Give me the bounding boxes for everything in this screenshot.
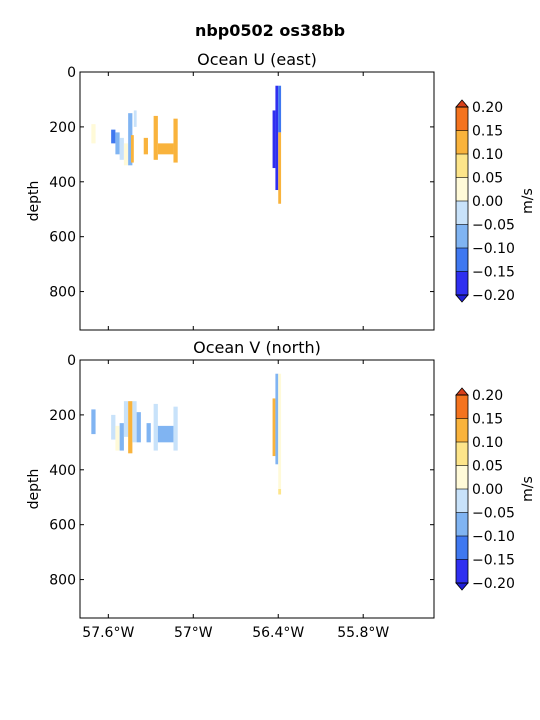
plot-area (80, 72, 434, 330)
colorbar-tick-label: 0.05 (472, 459, 503, 475)
colorbar-tick-label: 0.00 (472, 194, 503, 210)
heatmap-cell (278, 132, 282, 204)
heatmap-cell (91, 124, 96, 144)
heatmap-cell (272, 110, 276, 169)
y-axis-label: depth (26, 469, 42, 510)
heatmap-cell (272, 398, 276, 457)
colorbar-segment (456, 107, 468, 131)
colorbar-segment (456, 418, 468, 442)
colorbar-tick-label: −0.10 (472, 241, 515, 257)
colorbar-segment (456, 512, 468, 536)
colorbar-extend-max (455, 99, 469, 108)
heatmap-cell (157, 425, 174, 443)
heatmap-cell (278, 489, 282, 495)
y-tick-label: 600 (49, 230, 76, 246)
heatmap-cell (143, 137, 148, 155)
colorbar-tick-label: 0.20 (472, 100, 503, 116)
heatmap-cell (173, 118, 178, 163)
y-tick-label: 400 (49, 463, 76, 479)
colorbar-tick-label: −0.20 (472, 288, 515, 304)
heatmap-cell (153, 403, 158, 451)
colorbar-tick-label: 0.05 (472, 171, 503, 187)
y-tick-label: 0 (67, 353, 76, 369)
heatmap-cell (132, 401, 137, 443)
colorbar-segment (456, 177, 468, 201)
heatmap-cell (123, 143, 129, 166)
plot-title: Ocean U (east) (197, 50, 317, 69)
colorbar-segment (456, 489, 468, 513)
colorbar-tick-label: −0.20 (472, 576, 515, 592)
panel-ocean-v: Ocean V (north) 0 200 400 600 800 57.6°W 57°W 56… (26, 338, 536, 641)
heatmap-cell (146, 423, 151, 443)
colorbar-tick-label: 0.15 (472, 124, 503, 140)
colorbar-extend-max (455, 387, 469, 396)
heatmap-cell (115, 132, 120, 155)
colorbar-segment (456, 130, 468, 154)
colorbar-label: m/s (520, 476, 536, 502)
heatmap-cell (173, 406, 178, 451)
heatmap-cell (130, 135, 134, 163)
colorbar-tick-label: 0.00 (472, 482, 503, 498)
heatmap-cell (119, 423, 124, 451)
y-tick-label: 200 (49, 408, 76, 424)
colorbar-tick-label: −0.05 (472, 506, 515, 522)
heatmap-cell (278, 373, 282, 489)
heatmap-cell (157, 143, 174, 155)
panel-ocean-u: Ocean U (east) 0 200 400 600 800 depth −0.20 −0.… (26, 50, 536, 331)
y-tick-label: 800 (49, 285, 76, 301)
heatmap-cell (133, 110, 137, 127)
heatmap-cell (123, 401, 129, 437)
x-tick-label: 57.6°W (82, 625, 134, 641)
heatmap-cell (128, 113, 133, 166)
y-tick-label: 0 (67, 65, 76, 81)
y-tick-label: 200 (49, 120, 76, 136)
heatmap-cell (111, 129, 116, 144)
plot-title: Ocean V (north) (193, 338, 321, 357)
colorbar-segment (456, 465, 468, 489)
heatmap-cell (136, 412, 141, 443)
colorbar-segment (456, 248, 468, 272)
x-tick-label: 56.4°W (252, 625, 304, 641)
x-tick-label: 57°W (174, 625, 213, 641)
colorbar-tick-label: 0.20 (472, 388, 503, 404)
y-tick-label: 600 (49, 518, 76, 534)
heatmap-cell (119, 137, 124, 160)
colorbar-segment (456, 442, 468, 466)
colorbar-segment (456, 536, 468, 560)
colorbar-segment (456, 559, 468, 583)
plot-frame (79, 71, 435, 331)
colorbar-label: m/s (520, 188, 536, 214)
colorbar-segment (456, 154, 468, 178)
colorbar-tick-label: −0.15 (472, 553, 515, 569)
y-tick-label: 400 (49, 175, 76, 191)
colorbar-extend-min (455, 582, 469, 591)
plot-frame (79, 359, 435, 619)
colorbar-segment (456, 271, 468, 295)
heatmap-cell (278, 85, 282, 133)
heatmap-cell (275, 373, 279, 465)
heatmap-cell (91, 409, 96, 435)
colorbar-segment (456, 395, 468, 419)
y-axis-label: depth (26, 181, 42, 222)
heatmap-cell (111, 414, 116, 440)
colorbar-tick-label: 0.10 (472, 147, 503, 163)
heatmap-cell (275, 85, 279, 191)
heatmap-cell (153, 115, 158, 160)
plot-area (80, 360, 434, 618)
colorbar-tick-label: 0.10 (472, 435, 503, 451)
heatmap-cell (128, 401, 133, 454)
colorbar-segment (456, 224, 468, 248)
colorbar-extend-min (455, 294, 469, 303)
heatmap-cell (115, 425, 120, 451)
colorbar-segment (456, 201, 468, 225)
figure-suptitle: nbp0502 os38bb (195, 21, 345, 40)
colorbar-tick-label: 0.15 (472, 412, 503, 428)
x-tick-label: 55.8°W (337, 625, 389, 641)
colorbar-tick-label: −0.10 (472, 529, 515, 545)
colorbar-tick-label: −0.05 (472, 218, 515, 234)
colorbar-tick-label: −0.15 (472, 265, 515, 281)
y-tick-label: 800 (49, 573, 76, 589)
